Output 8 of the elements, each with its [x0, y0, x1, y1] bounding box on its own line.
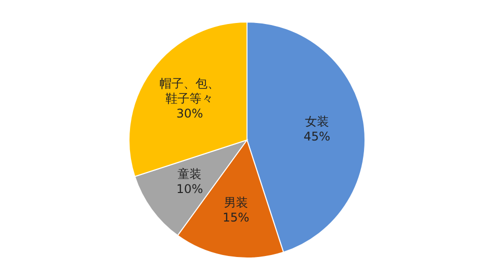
slice-label: 帽子、包、鞋子等々	[160, 76, 220, 106]
data-label: 10%	[176, 182, 204, 196]
slice-label: 童装	[178, 167, 202, 182]
data-label: 30%	[176, 106, 204, 120]
data-label: 15%	[222, 210, 250, 224]
data-label: 45%	[304, 129, 330, 144]
slice-label: 女装	[304, 114, 329, 128]
slice-label: 男装	[224, 195, 248, 210]
